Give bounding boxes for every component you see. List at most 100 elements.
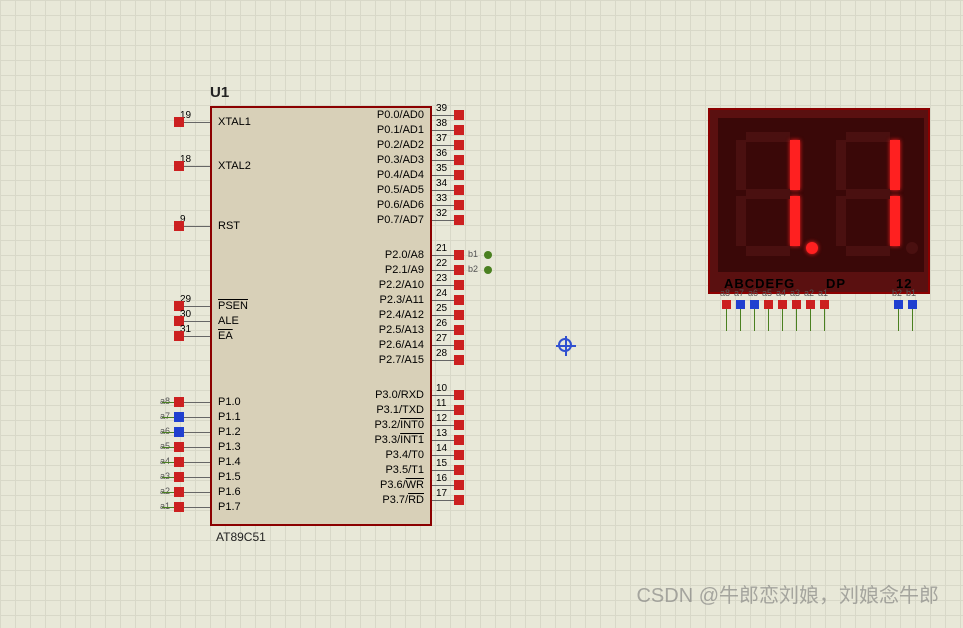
pin-name: P2.4/A12 — [379, 309, 424, 321]
pin-terminal[interactable] — [174, 442, 184, 452]
pin-terminal[interactable] — [454, 450, 464, 460]
pin-stub — [432, 485, 456, 486]
pin-name: P0.6/AD6 — [377, 199, 424, 211]
pin-terminal[interactable] — [174, 487, 184, 497]
net-label: a8 — [160, 396, 170, 406]
seven-seg-display[interactable]: ABCDEFGDP12 — [708, 108, 930, 294]
pin-name: PSEN — [218, 300, 248, 312]
pin-terminal[interactable] — [174, 472, 184, 482]
net-label: a3 — [160, 471, 170, 481]
pin-name: P1.5 — [218, 471, 241, 483]
pin-terminal[interactable] — [454, 265, 464, 275]
pin-name: P2.3/A11 — [380, 294, 424, 306]
display-seg-terminal[interactable] — [792, 300, 801, 309]
display-digit-terminal[interactable] — [908, 300, 917, 309]
pin-terminal[interactable] — [174, 427, 184, 437]
pin-terminal[interactable] — [174, 397, 184, 407]
pin-stub — [180, 226, 210, 227]
pin-terminal[interactable] — [454, 200, 464, 210]
pin-terminal[interactable] — [454, 405, 464, 415]
pin-terminal[interactable] — [454, 480, 464, 490]
pin-stub — [180, 492, 210, 493]
pin-stub — [432, 175, 456, 176]
display-seg-terminal[interactable] — [806, 300, 815, 309]
pin-terminal[interactable] — [174, 221, 184, 231]
pin-terminal[interactable] — [454, 125, 464, 135]
pin-stub — [180, 507, 210, 508]
pin-terminal[interactable] — [174, 117, 184, 127]
display-seg-terminal[interactable] — [764, 300, 773, 309]
pin-stub — [432, 270, 456, 271]
pin-terminal[interactable] — [454, 250, 464, 260]
pin-terminal[interactable] — [454, 435, 464, 445]
pin-number: 28 — [436, 348, 447, 359]
pin-number: 37 — [436, 133, 447, 144]
pin-terminal[interactable] — [454, 215, 464, 225]
pin-stub — [180, 122, 210, 123]
part-label: AT89C51 — [216, 530, 266, 544]
display-seg-terminal[interactable] — [750, 300, 759, 309]
pin-stub — [432, 470, 456, 471]
pin-terminal[interactable] — [454, 185, 464, 195]
pin-name: P1.3 — [218, 441, 241, 453]
pin-number: 22 — [436, 258, 447, 269]
pin-terminal[interactable] — [454, 110, 464, 120]
pin-terminal[interactable] — [454, 170, 464, 180]
pin-terminal[interactable] — [454, 140, 464, 150]
pin-terminal[interactable] — [454, 465, 464, 475]
pin-terminal[interactable] — [454, 280, 464, 290]
net-label: b1 — [906, 288, 916, 298]
pin-terminal[interactable] — [454, 420, 464, 430]
pin-stub — [432, 255, 456, 256]
pin-stub — [432, 315, 456, 316]
pin-number: 12 — [436, 413, 447, 424]
pin-stub — [180, 306, 210, 307]
pin-stub — [432, 285, 456, 286]
pin-name: P3.2/INT0 — [374, 419, 424, 431]
display-seg-terminal[interactable] — [778, 300, 787, 309]
pin-terminal[interactable] — [174, 412, 184, 422]
pin-terminal[interactable] — [454, 310, 464, 320]
pin-name: RST — [218, 220, 240, 232]
net-label: a6 — [160, 426, 170, 436]
pin-name: P3.7/RD — [382, 494, 424, 506]
pin-stub — [432, 425, 456, 426]
net-label: a2 — [160, 486, 170, 496]
pin-name: P1.6 — [218, 486, 241, 498]
pin-stub — [432, 345, 456, 346]
pin-number: 13 — [436, 428, 447, 439]
pin-terminal[interactable] — [174, 457, 184, 467]
pin-terminal[interactable] — [454, 295, 464, 305]
pin-terminal[interactable] — [454, 155, 464, 165]
pin-terminal[interactable] — [174, 331, 184, 341]
designator-label: U1 — [210, 84, 229, 101]
dp-label: DP — [826, 276, 846, 291]
pin-number: 23 — [436, 273, 447, 284]
pin-stub — [432, 190, 456, 191]
pin-terminal[interactable] — [454, 390, 464, 400]
pin-stub — [180, 432, 210, 433]
net-label: b2 — [468, 264, 478, 274]
pin-terminal[interactable] — [454, 495, 464, 505]
pin-terminal[interactable] — [454, 325, 464, 335]
pin-terminal[interactable] — [454, 340, 464, 350]
pin-number: 16 — [436, 473, 447, 484]
pin-name: P3.5/T1 — [385, 464, 424, 476]
net-label: a8 — [720, 288, 730, 298]
pin-stub — [432, 395, 456, 396]
pin-number: 36 — [436, 148, 447, 159]
display-digit-terminal[interactable] — [894, 300, 903, 309]
pin-number: 34 — [436, 178, 447, 189]
pin-stub — [432, 220, 456, 221]
pin-name: P2.1/A9 — [385, 264, 424, 276]
pin-terminal[interactable] — [174, 161, 184, 171]
pin-number: 15 — [436, 458, 447, 469]
pin-name: P3.0/RXD — [375, 389, 424, 401]
pin-stub — [180, 321, 210, 322]
display-seg-terminal[interactable] — [736, 300, 745, 309]
pin-terminal[interactable] — [174, 502, 184, 512]
pin-name: P1.1 — [218, 411, 241, 423]
display-seg-terminal[interactable] — [722, 300, 731, 309]
pin-terminal[interactable] — [454, 355, 464, 365]
display-seg-terminal[interactable] — [820, 300, 829, 309]
